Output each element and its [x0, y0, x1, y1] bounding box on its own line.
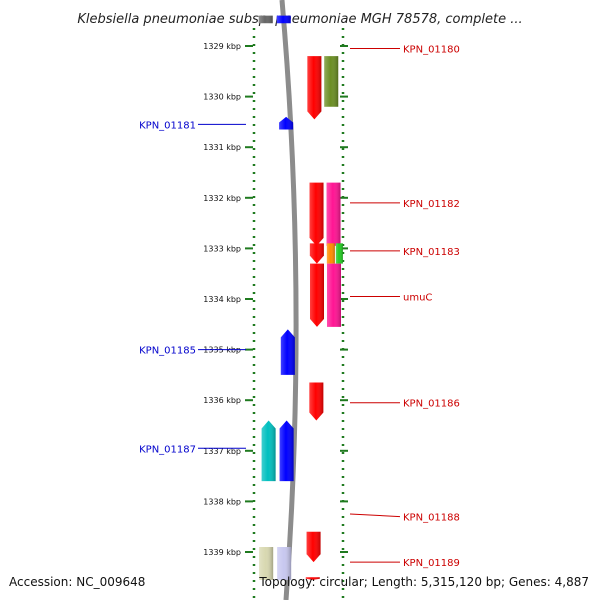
gene-feature-shading [326, 243, 335, 264]
gene-feature-shading [309, 382, 324, 421]
gene-feature-shading [261, 420, 276, 482]
gene-label[interactable]: KPN_01186 [403, 399, 460, 410]
gene-feature-shading [258, 15, 273, 24]
gene-label[interactable]: KPN_01183 [403, 247, 460, 258]
gene-feature-shading [309, 263, 324, 327]
gene-feature-shading [335, 243, 343, 264]
map-title: Klebsiella pneumoniae subsp. pneumoniae … [77, 12, 522, 27]
gene-labels: KPN_01180 KPN_01181 KPN_01182 KPN_01183 umuC… [139, 45, 460, 570]
gene-feature-shading [309, 182, 324, 246]
gene-feature-shading [307, 56, 322, 120]
gene-feature-shading [326, 263, 341, 327]
gene-label[interactable]: umuC [403, 292, 432, 303]
ruler-tick-label: 1339 kbp [203, 548, 241, 557]
gene-feature-shading [277, 546, 292, 580]
gene-feature-shading [276, 15, 291, 24]
ruler-tick-label: 1330 kbp [203, 93, 241, 102]
gene-feature-shading [309, 243, 324, 264]
ruler-tick-label: 1338 kbp [203, 497, 241, 506]
gene-label[interactable]: KPN_01180 [403, 45, 460, 56]
gene-feature-shading [305, 577, 320, 580]
gene-feature-shading [259, 546, 274, 580]
gene-feature-shading [279, 420, 294, 482]
ruler-tick-label: 1333 kbp [203, 244, 241, 253]
genome-summary-text: Topology: circular; Length: 5,315,120 bp… [258, 575, 589, 589]
genome-backbone [279, 0, 299, 600]
ruler-tick-label: 1334 kbp [203, 295, 241, 304]
ruler-ticks: 1329 kbp 1330 kbp 1331 kbp 1332 kbp 1333 kbp… [203, 42, 348, 557]
gene-label[interactable]: KPN_01187 [139, 444, 196, 455]
gene-feature-shading [280, 329, 295, 375]
ruler-tick-label: 1336 kbp [203, 396, 241, 405]
gene-feature-shading [324, 56, 339, 107]
gene-feature-shading [306, 531, 321, 563]
ruler-tick-label: 1337 kbp [203, 447, 241, 456]
ruler-tick-label: 1332 kbp [203, 194, 241, 203]
ruler-tick-label: 1331 kbp [203, 143, 241, 152]
gene-label[interactable]: KPN_01182 [403, 199, 460, 210]
gene-label[interactable]: KPN_01189 [403, 558, 460, 569]
gene-feature-shading [326, 182, 341, 246]
accession-text: Accession: NC_009648 [9, 575, 145, 589]
gene-label[interactable]: KPN_01185 [139, 346, 196, 357]
ruler-tick-label: 1329 kbp [203, 42, 241, 51]
label-leader-line [349, 513, 401, 518]
gene-feature-shading [279, 116, 294, 130]
feature-tracks [258, 15, 343, 580]
gene-label[interactable]: KPN_01181 [139, 120, 196, 131]
gene-label[interactable]: KPN_01188 [403, 513, 460, 524]
